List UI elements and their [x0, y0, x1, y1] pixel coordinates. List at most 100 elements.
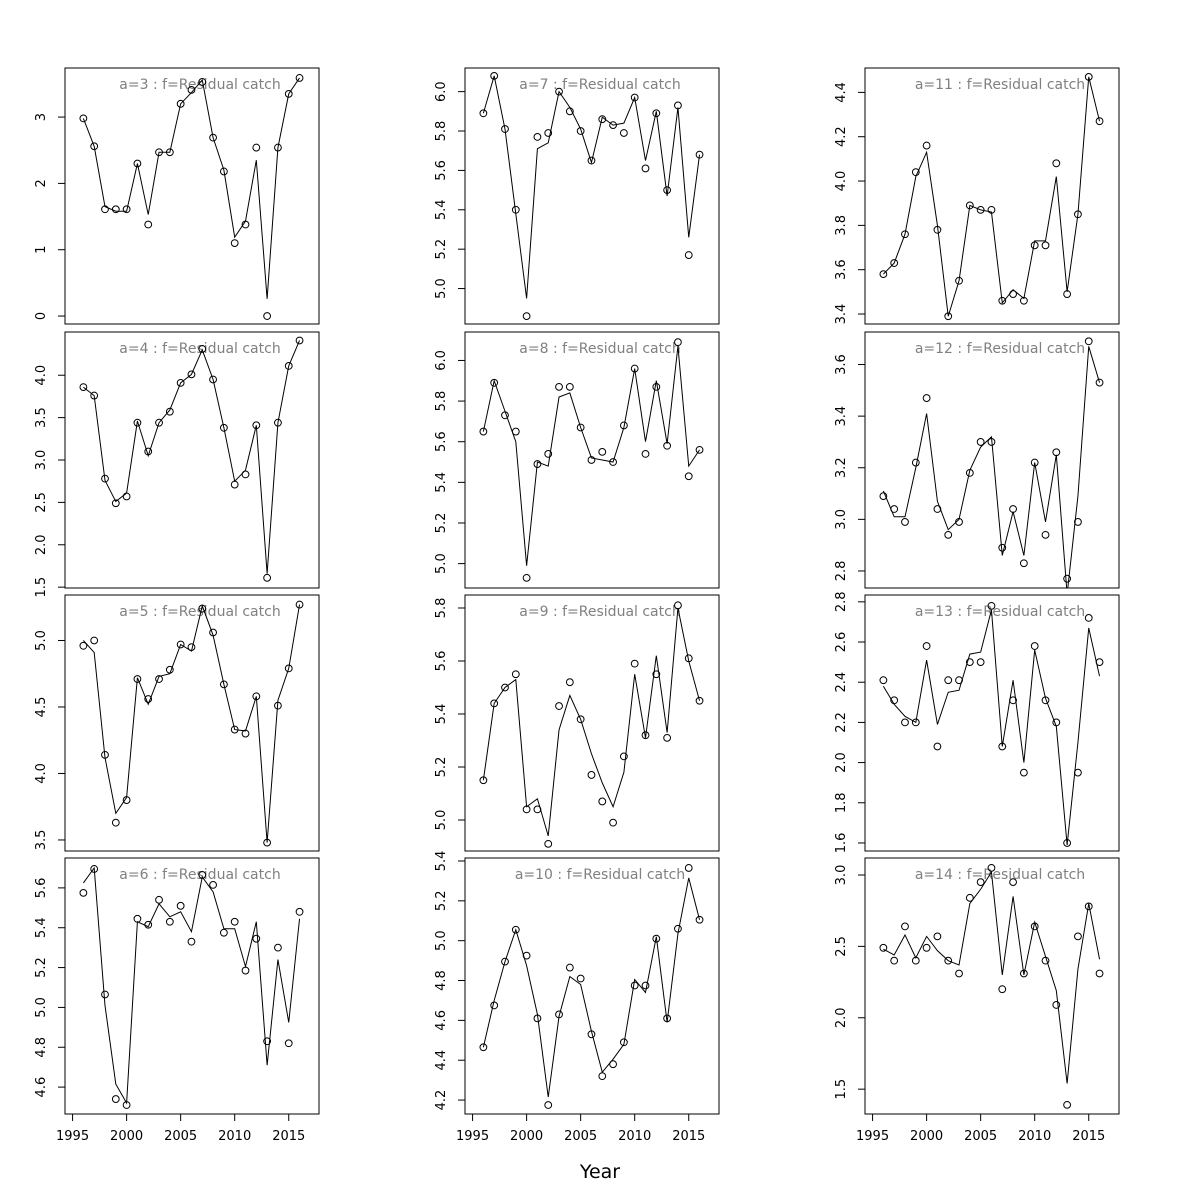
panel: a=10 : f=Residual catch 4.2 4.4 4.6 4.8 5.0 5.…: [434, 851, 720, 1144]
y-tick-label: 5.8: [434, 121, 449, 142]
y-tick-label: 5.0: [34, 997, 49, 1018]
observed-point: [565, 963, 574, 972]
observed-point: [695, 696, 704, 705]
y-tick-label: 2.0: [834, 1007, 849, 1028]
panel: a=6 : f=Residual catch 4.6 4.8 5.0 5.2 5.4 5.6…: [34, 857, 320, 1144]
observed-point: [955, 676, 963, 685]
panel-frame: [464, 331, 720, 589]
observed-point: [79, 641, 88, 650]
observed-point: [987, 205, 996, 214]
observed-point: [965, 893, 974, 902]
y-tick-label: 4.8: [434, 970, 449, 991]
observed-point: [101, 205, 109, 214]
observed-point: [490, 699, 499, 708]
observed-point: [619, 129, 628, 137]
y-tick-label: 2.0: [834, 752, 849, 773]
panel-frame: [64, 594, 320, 852]
y-tick-label: 5.4: [434, 472, 449, 493]
observed-point: [555, 702, 563, 710]
observed-point: [879, 492, 888, 501]
observed-point: [598, 1072, 607, 1081]
plot-area: [479, 338, 704, 582]
observed-point: [684, 654, 693, 663]
observed-point: [587, 1030, 596, 1039]
observed-point: [879, 270, 888, 279]
y-tick-label: 3.2: [834, 457, 849, 478]
plot-area: [479, 601, 704, 848]
observed-point: [576, 974, 585, 983]
y-tick-label: 5.8: [434, 391, 449, 412]
y-tick-label: 3.6: [834, 259, 849, 280]
y-tick-label: 5.2: [434, 513, 449, 534]
panel-frame: [64, 67, 320, 325]
plot-area: [879, 337, 1104, 588]
observed-point: [165, 917, 174, 926]
x-tick-label: 2005: [964, 1129, 997, 1144]
observed-point: [79, 888, 88, 897]
observed-point: [252, 692, 261, 701]
y-tick-label: 2.4: [834, 672, 849, 693]
observed-point: [1030, 458, 1039, 467]
y-tick-label: 5.4: [434, 704, 449, 725]
observed-point: [901, 518, 909, 526]
observed-point: [144, 695, 153, 703]
panel-title: a=11 : f=Residual catch: [915, 77, 1085, 93]
fitted-line: [882, 609, 1101, 846]
observed-point: [522, 312, 531, 321]
plot-area: [479, 864, 704, 1109]
observed-point: [155, 675, 163, 683]
observed-point: [1041, 696, 1050, 705]
observed-point: [90, 636, 99, 645]
y-tick-label: 5.2: [34, 957, 49, 978]
observed-point: [479, 427, 488, 436]
observed-point: [198, 604, 207, 613]
panel-title: a=7 : f=Residual catch: [519, 77, 680, 93]
observed-point: [522, 805, 531, 814]
fitted-line: [482, 607, 701, 837]
y-tick-label: 2.5: [834, 936, 849, 957]
observed-point: [565, 678, 574, 687]
observed-point: [511, 925, 520, 934]
observed-point: [619, 1038, 628, 1047]
observed-point: [652, 109, 661, 118]
x-tick-label: 2010: [1018, 1129, 1051, 1144]
observed-point: [165, 665, 174, 674]
observed-point: [976, 658, 985, 667]
y-tick-label: 5.0: [434, 810, 449, 831]
y-tick-label: 1: [34, 246, 49, 254]
panel-title: a=9 : f=Residual catch: [519, 604, 680, 620]
observed-point: [598, 797, 607, 806]
observed-point: [555, 1010, 563, 1019]
x-tick-label: 2015: [672, 1129, 705, 1144]
observed-point: [987, 863, 996, 872]
observed-point: [165, 407, 174, 416]
observed-point: [933, 505, 942, 513]
observed-point: [998, 985, 1007, 994]
observed-point: [965, 201, 974, 210]
plot-area: [879, 72, 1104, 321]
observed-point: [198, 345, 207, 353]
observed-point: [1095, 969, 1104, 978]
fitted-line: [82, 604, 301, 843]
observed-point: [111, 205, 120, 214]
y-tick-label: 1.8: [834, 792, 849, 813]
panel: a=14 : f=Residual catch 1.5 2.0 2.5 3.0 1995 2…: [834, 857, 1120, 1144]
observed-point: [555, 382, 563, 391]
observed-point: [565, 107, 574, 116]
y-tick-label: 4.0: [34, 763, 49, 784]
panel-title: a=8 : f=Residual catch: [519, 341, 680, 357]
observed-point: [1063, 1100, 1072, 1109]
y-tick-label: 3.6: [834, 354, 849, 375]
observed-point: [630, 659, 639, 668]
y-tick-label: 3.4: [834, 304, 849, 325]
observed-point: [90, 142, 99, 151]
observed-point: [284, 664, 293, 673]
observed-point: [241, 729, 250, 738]
y-tick-label: 6.0: [434, 350, 449, 371]
observed-point: [187, 643, 196, 652]
observed-point: [922, 141, 931, 150]
observed-point: [965, 469, 974, 477]
observed-point: [933, 225, 942, 234]
y-tick-label: 5.6: [434, 160, 449, 181]
